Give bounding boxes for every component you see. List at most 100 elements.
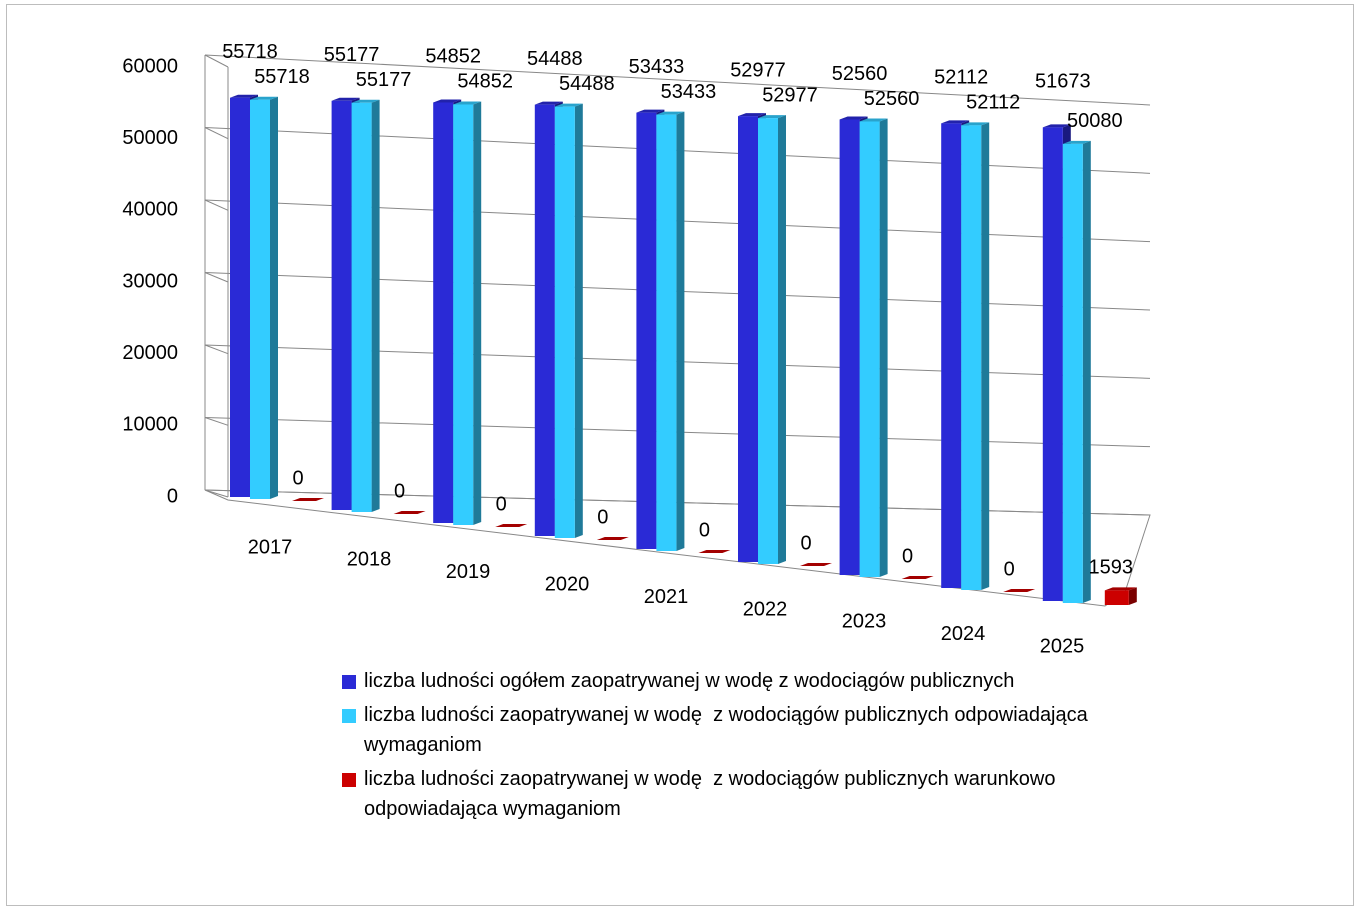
bar-front <box>433 102 454 523</box>
grid-line <box>204 54 1151 106</box>
bar <box>656 111 685 552</box>
value-label: 52977 <box>730 59 786 81</box>
side-grid-line <box>204 127 229 140</box>
bar-top <box>453 101 482 105</box>
bar-side <box>1082 140 1091 603</box>
bar-front <box>250 99 270 499</box>
chart-frame <box>6 4 1354 906</box>
bar-top <box>292 498 324 501</box>
legend-item: liczba ludności zaopatrywanej w wodę z w… <box>342 764 1102 824</box>
bar-front <box>636 112 657 550</box>
bar-top <box>656 111 685 115</box>
y-tick-label: 20000 <box>122 342 178 364</box>
value-label: 0 <box>496 493 507 515</box>
bar-side <box>574 103 583 539</box>
y-tick-label: 50000 <box>122 127 178 149</box>
value-label: 54488 <box>527 48 583 70</box>
value-label: 54852 <box>425 46 481 68</box>
value-label: 52112 <box>966 92 1020 114</box>
bar-top <box>393 511 426 514</box>
bar-top <box>800 563 832 566</box>
value-label: 53433 <box>629 56 685 78</box>
bar-front <box>331 100 352 511</box>
bar-top <box>554 103 583 107</box>
value-label: 1593 <box>1089 557 1134 579</box>
bar-top <box>534 101 563 105</box>
bar <box>495 524 528 527</box>
bar-front <box>758 118 778 564</box>
legend-label: liczba ludności ogółem zaopatrywanej w w… <box>364 670 1015 692</box>
bar-side <box>270 96 278 499</box>
bar <box>800 563 832 566</box>
bar <box>1104 587 1137 605</box>
value-label: 52112 <box>934 67 988 89</box>
legend-item: liczba ludności ogółem zaopatrywanej w w… <box>342 666 1102 696</box>
bar-front <box>738 116 758 562</box>
y-tick-label: 10000 <box>122 414 178 436</box>
bar-front <box>941 123 962 589</box>
bar <box>250 96 278 499</box>
x-tick-label: 2025 <box>1040 635 1085 657</box>
bar-top <box>596 537 629 540</box>
x-tick-label: 2022 <box>743 598 788 620</box>
bar-top <box>839 116 868 120</box>
value-label: 55718 <box>222 41 278 63</box>
bar <box>698 550 731 553</box>
bar <box>351 99 380 513</box>
value-label: 53433 <box>661 81 717 103</box>
bar-front <box>554 106 575 539</box>
bar-front <box>1104 590 1129 605</box>
side-grid-line <box>204 54 229 68</box>
value-label: 52977 <box>762 84 818 106</box>
bar-front <box>656 114 677 552</box>
value-label: 52560 <box>832 63 888 85</box>
side-grid-line <box>204 489 229 498</box>
value-label: 55177 <box>324 44 380 66</box>
bar-top <box>636 109 665 113</box>
side-grid-line <box>204 344 229 355</box>
bar-front <box>961 125 982 591</box>
bar-side <box>473 101 482 525</box>
bar <box>758 115 786 564</box>
value-label: 0 <box>902 545 913 567</box>
x-tick-label: 2017 <box>248 536 293 558</box>
bar-top <box>901 576 934 579</box>
bar <box>554 103 583 539</box>
value-label: 0 <box>1004 558 1015 580</box>
bar-top <box>1104 587 1137 591</box>
bar <box>1062 140 1091 603</box>
bar-top <box>331 97 360 101</box>
value-label: 54852 <box>457 71 513 93</box>
y-tick-label: 60000 <box>122 55 178 77</box>
bar-top <box>859 118 888 122</box>
side-grid-line <box>204 199 229 211</box>
value-label: 52560 <box>864 88 920 110</box>
x-tick-label: 2023 <box>842 611 887 633</box>
value-label: 0 <box>394 480 405 502</box>
legend-swatch <box>342 709 356 723</box>
side-grid-line <box>204 417 229 426</box>
bar-front <box>859 121 880 577</box>
y-tick-label: 40000 <box>122 199 178 221</box>
x-tick-label: 2021 <box>644 586 689 608</box>
bar-front <box>351 102 372 513</box>
bar-side <box>879 118 888 577</box>
bar-side <box>676 111 685 552</box>
bar-top <box>250 96 278 100</box>
bar-top <box>495 524 528 527</box>
bar-front <box>534 104 555 537</box>
x-tick-label: 2019 <box>446 561 491 583</box>
bar-top <box>1042 124 1071 128</box>
bar <box>961 122 990 591</box>
legend-swatch <box>342 773 356 787</box>
bar-top <box>351 99 380 103</box>
bar-top <box>433 99 462 103</box>
x-tick-label: 2020 <box>545 573 590 595</box>
bar-front <box>1062 143 1083 603</box>
bar <box>393 511 426 514</box>
bar-front <box>453 104 474 525</box>
bar <box>292 498 324 501</box>
legend-label: liczba ludności zaopatrywanej w wodę z w… <box>364 768 1062 820</box>
